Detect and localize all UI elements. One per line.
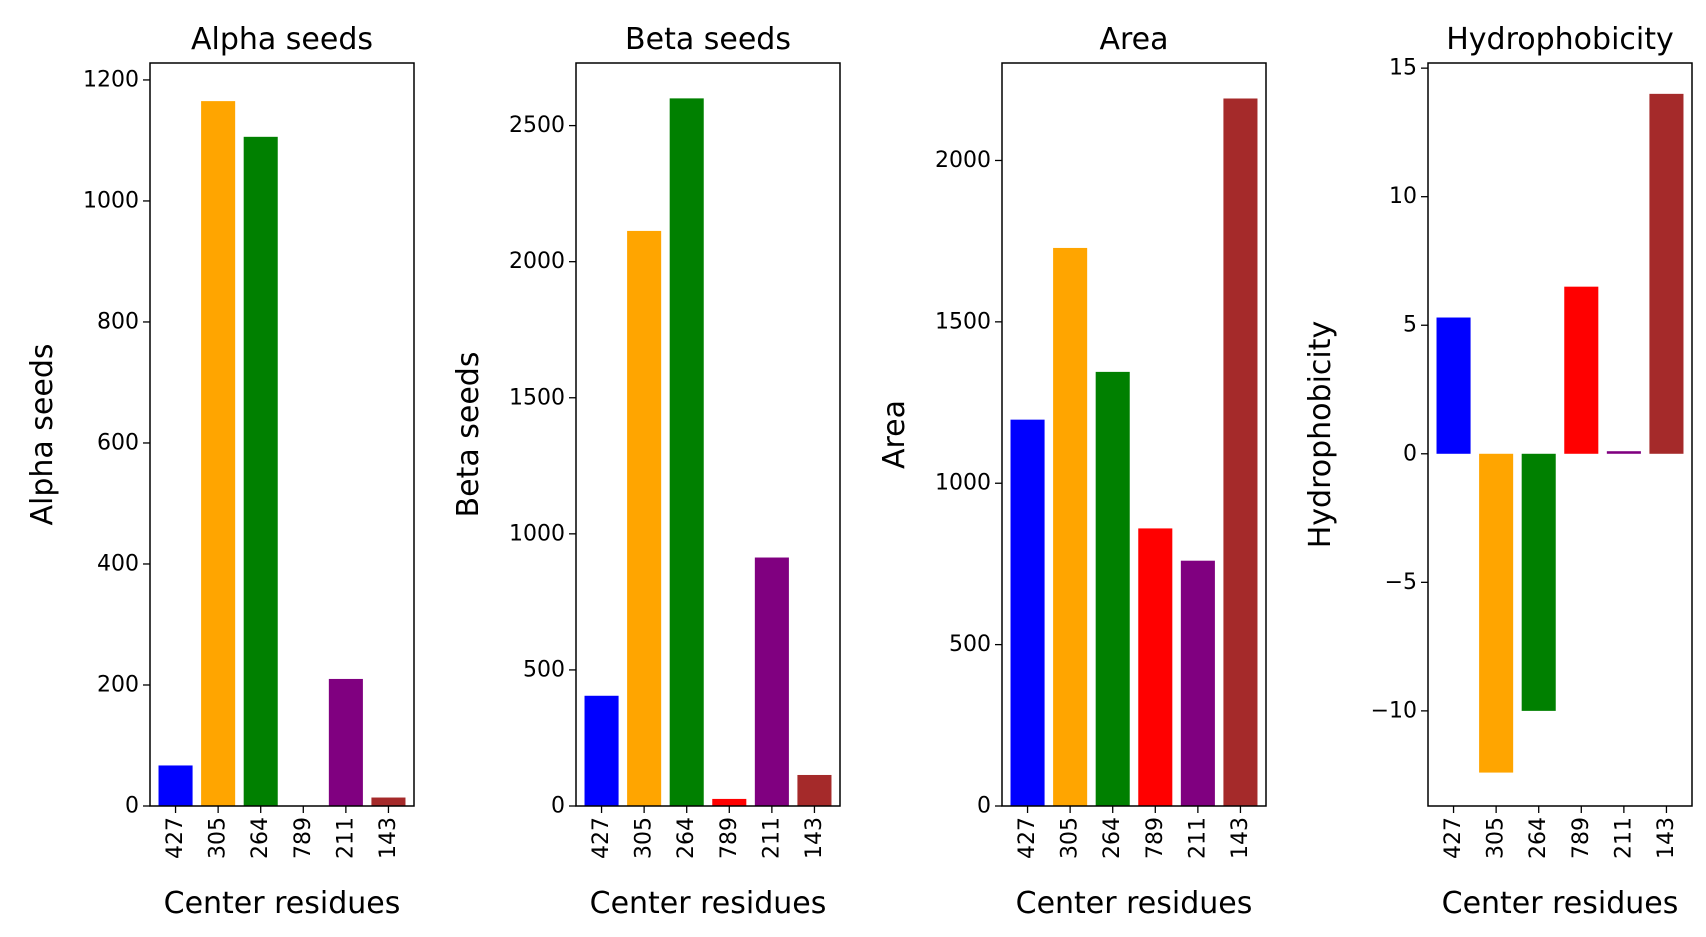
y-tick-label: −10 bbox=[1371, 698, 1417, 723]
y-axis-label: Area bbox=[877, 400, 912, 469]
y-tick-label: 0 bbox=[977, 794, 991, 819]
x-axis-label: Center residues bbox=[590, 886, 827, 921]
x-tick-label: 143 bbox=[1654, 817, 1679, 859]
y-tick-label: 500 bbox=[523, 657, 565, 682]
y-tick-label: 1200 bbox=[83, 67, 139, 92]
x-tick-label: 211 bbox=[333, 817, 358, 859]
y-axis-label: Beta seeds bbox=[451, 352, 486, 518]
y-tick-label: 0 bbox=[551, 794, 565, 819]
x-tick-label: 427 bbox=[589, 817, 614, 859]
bar-427 bbox=[1436, 317, 1471, 454]
x-tick-label: 789 bbox=[1569, 817, 1594, 859]
y-tick-label: 1500 bbox=[509, 385, 565, 410]
y-tick-label: 200 bbox=[97, 672, 139, 697]
plot-frame bbox=[575, 62, 841, 807]
y-tick-label: 0 bbox=[125, 794, 139, 819]
x-tick-label: 789 bbox=[717, 817, 742, 859]
y-tick-label: 2000 bbox=[935, 148, 991, 173]
x-tick-label: 427 bbox=[1015, 817, 1040, 859]
bar-143 bbox=[371, 797, 406, 806]
x-tick-label: 305 bbox=[1058, 817, 1083, 859]
bar-789 bbox=[1138, 528, 1173, 806]
y-tick-label: 1500 bbox=[935, 309, 991, 334]
chart-panel-4: 427 305 264 789 211 143 −10 −5 0 5 10 15 Hydrophobic… bbox=[1303, 22, 1693, 921]
x-axis-label: Center residues bbox=[164, 886, 401, 921]
bar-305 bbox=[1479, 453, 1514, 773]
x-tick-label: 789 bbox=[291, 817, 316, 859]
x-tick-label: 143 bbox=[376, 817, 401, 859]
chart-title: Area bbox=[1099, 22, 1168, 57]
x-tick-label: 211 bbox=[1185, 817, 1210, 859]
x-tick-label: 211 bbox=[1611, 817, 1636, 859]
bar-264 bbox=[669, 98, 704, 806]
bar-789 bbox=[712, 798, 747, 806]
bar-143 bbox=[1223, 98, 1258, 806]
x-tick-label: 305 bbox=[1484, 817, 1509, 859]
x-axis-label: Center residues bbox=[1016, 886, 1253, 921]
x-tick-label: 143 bbox=[1228, 817, 1253, 859]
bar-305 bbox=[1053, 247, 1088, 806]
chart-title: Hydrophobicity bbox=[1446, 22, 1674, 57]
y-axis-label: Hydrophobicity bbox=[1303, 321, 1338, 549]
plot-frame bbox=[149, 62, 415, 807]
y-tick-label: −5 bbox=[1385, 570, 1417, 595]
y-tick-label: 1000 bbox=[83, 188, 139, 213]
bar-789 bbox=[1564, 286, 1599, 454]
x-tick-label: 427 bbox=[1441, 817, 1466, 859]
x-tick-label: 305 bbox=[632, 817, 657, 859]
y-tick-label: 600 bbox=[97, 430, 139, 455]
y-tick-label: 0 bbox=[1403, 441, 1417, 466]
plot-frame bbox=[1001, 62, 1267, 807]
bar-264 bbox=[243, 136, 278, 806]
bar-305 bbox=[627, 230, 662, 807]
y-tick-label: 800 bbox=[97, 309, 139, 334]
y-tick-label: 10 bbox=[1389, 184, 1417, 209]
y-tick-label: 2000 bbox=[509, 249, 565, 274]
chart-title: Beta seeds bbox=[625, 22, 791, 57]
y-axis-label: Alpha seeds bbox=[25, 343, 60, 525]
x-tick-label: 211 bbox=[759, 817, 784, 859]
bar-305 bbox=[201, 101, 236, 807]
x-tick-label: 789 bbox=[1143, 817, 1168, 859]
y-tick-label: 400 bbox=[97, 551, 139, 576]
y-tick-label: 500 bbox=[949, 632, 991, 657]
y-tick-label: 1000 bbox=[935, 471, 991, 496]
x-tick-label: 427 bbox=[163, 817, 188, 859]
x-tick-label: 143 bbox=[802, 817, 827, 859]
bar-264 bbox=[1095, 371, 1130, 806]
chart-title: Alpha seeds bbox=[191, 22, 373, 57]
bar-143 bbox=[1649, 93, 1684, 454]
bar-211 bbox=[1180, 560, 1215, 806]
x-tick-label: 264 bbox=[674, 817, 699, 859]
y-tick-label: 15 bbox=[1389, 56, 1417, 81]
y-tick-label: 5 bbox=[1403, 313, 1417, 338]
bar-427 bbox=[584, 695, 619, 806]
x-tick-label: 264 bbox=[248, 817, 273, 859]
bar-427 bbox=[1010, 419, 1045, 806]
y-tick-label: 2500 bbox=[509, 113, 565, 138]
chart-panel-1: 427 305 264 789 211 143 0 200 400 600 800 1000 1200 A… bbox=[25, 22, 415, 921]
y-tick-label: 1000 bbox=[509, 521, 565, 546]
bar-427 bbox=[158, 765, 193, 806]
bar-264 bbox=[1521, 453, 1556, 711]
x-tick-label: 305 bbox=[206, 817, 231, 859]
bar-211 bbox=[754, 557, 789, 806]
plot-frame bbox=[1427, 62, 1693, 807]
x-axis-label: Center residues bbox=[1442, 886, 1679, 921]
bar-211 bbox=[1606, 451, 1641, 454]
x-tick-label: 264 bbox=[1100, 817, 1125, 859]
bar-143 bbox=[797, 774, 832, 806]
bar-211 bbox=[328, 678, 363, 806]
chart-panel-3: 427 305 264 789 211 143 0 500 1000 1500 2000 Area Ce… bbox=[877, 22, 1267, 921]
x-tick-label: 264 bbox=[1526, 817, 1551, 859]
chart-panel-2: 427 305 264 789 211 143 0 500 1000 1500 2000 2500 Be… bbox=[451, 22, 841, 921]
